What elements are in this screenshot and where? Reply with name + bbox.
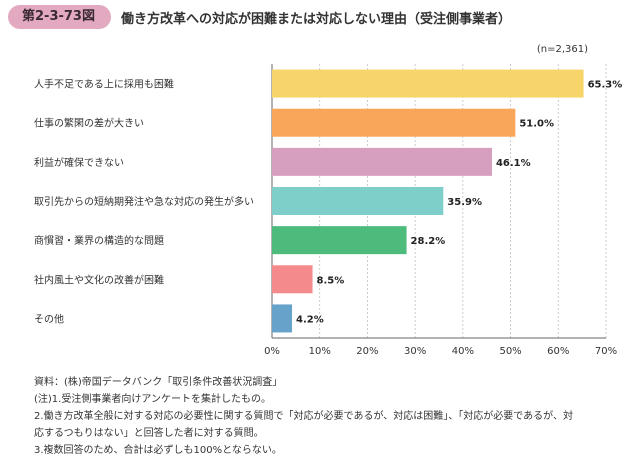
x-tick-label: 50% [499,346,521,357]
bar [272,187,444,215]
category-label: 仕事の繁閑の差が大きい [34,117,144,130]
note-line-3: 3.複数回答のため、合計は必ずしも100%とならない。 [34,445,282,456]
figure-title: 働き方改革への対応が困難または対応しない理由（受注側事業者） [120,11,511,27]
value-label: 8.5% [317,275,345,286]
x-tick-label: 60% [547,346,569,357]
value-label: 65.3% [588,80,623,91]
value-label: 46.1% [496,158,531,169]
x-tick-label: 10% [309,346,331,357]
value-label: 51.0% [519,119,554,130]
source-line: 資料：(株)帝国データバンク「取引条件改善状況調査」 [34,377,283,388]
note-line-2: 2.働き方改革全般に対する対応の必要性に関する質問で「対応が必要であるが、対応は… [34,411,573,422]
value-label: 28.2% [411,236,446,247]
category-label: 人手不足である上に採用も困難 [34,78,174,91]
value-label: 35.9% [447,197,482,208]
figure-header: 第2-3-73図 働き方改革への対応が困難または対応しない理由（受注側事業者） [8,4,511,30]
sample-size-label: (n=2,361) [537,44,588,55]
bar [272,69,584,98]
bar [272,108,516,137]
category-label: 取引先からの短納期発注や急な対応の発生が多い [34,195,254,208]
bar [272,265,313,294]
bar-chart: (n=2,361) 0% 10% 20% 30% 40% 50% 60% 70% 人手不足である上… [34,44,623,357]
x-tick-label: 70% [595,346,617,357]
category-label: 社内風土や文化の改善が困難 [34,273,164,286]
bar [272,226,407,255]
figure-number-badge: 第2-3-73図 [8,5,111,29]
note-line-1: (注)1.受注側事業者向けアンケートを集計したもの。 [34,394,271,405]
bar [272,304,293,333]
x-tick-label: 20% [356,346,378,357]
source-notes: 資料：(株)帝国データバンク「取引条件改善状況調査」 (注)1.受注側事業者向け… [34,374,634,459]
category-label: その他 [34,312,64,325]
x-tick-label: 0% [264,346,280,357]
value-label: 4.2% [296,314,324,325]
x-tick-label: 30% [404,346,426,357]
x-tick-label: 40% [452,346,474,357]
category-label: 商慣習・業界の構造的な問題 [34,234,164,247]
category-label: 利益が確保できない [34,156,124,169]
bar [272,147,492,176]
note-line-2-continued: 応するつもりはない」と回答した者に対する質問。 [34,428,264,439]
